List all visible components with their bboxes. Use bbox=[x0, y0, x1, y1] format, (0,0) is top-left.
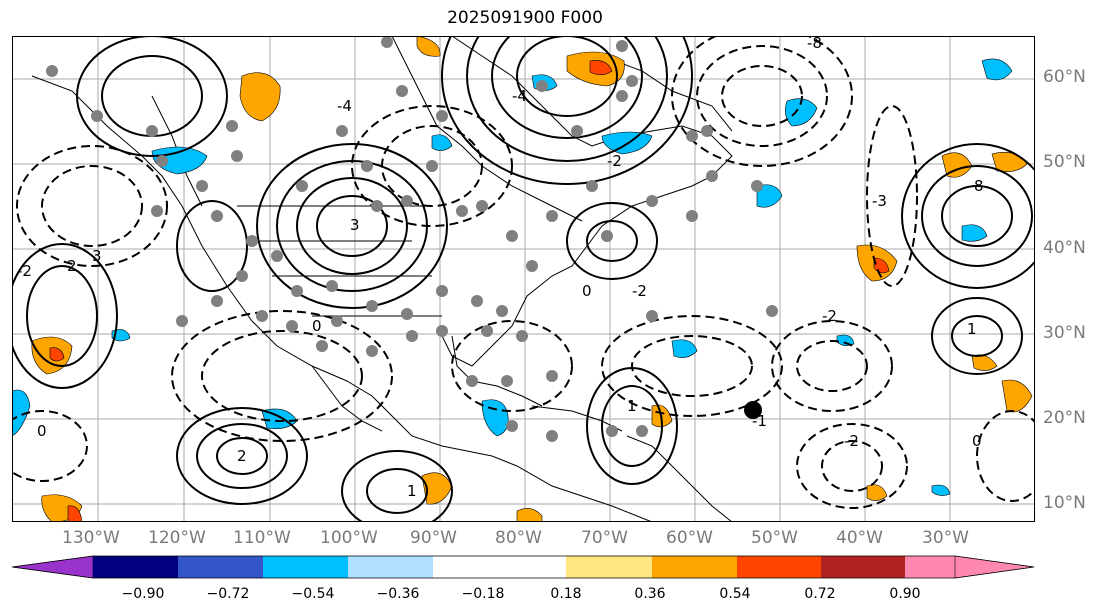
warm-patch bbox=[239, 72, 281, 122]
colorbar-tick-label: −0.54 bbox=[291, 586, 335, 602]
shaded-fields bbox=[12, 36, 1033, 522]
contour-label: 2 bbox=[67, 257, 77, 275]
lat-label: 40°N bbox=[1043, 238, 1086, 258]
colorbar-tick-label: −0.72 bbox=[206, 586, 250, 602]
contour-label: -8 bbox=[807, 36, 822, 52]
station-dots bbox=[46, 36, 778, 442]
map-title: 2025091900 F000 bbox=[447, 8, 603, 28]
contour-label: 0 bbox=[312, 317, 322, 335]
cool-patch bbox=[12, 389, 31, 437]
lon-label: 100°W bbox=[320, 528, 378, 548]
contour-label: 0 bbox=[37, 422, 47, 440]
warm-core bbox=[67, 505, 83, 522]
contour-label: 3 bbox=[350, 216, 360, 234]
lat-label: 50°N bbox=[1043, 152, 1086, 172]
colorbar-segment bbox=[566, 556, 652, 578]
cool-patch bbox=[671, 339, 698, 358]
contour-label: -4 bbox=[512, 87, 527, 105]
contour-label: 0 bbox=[972, 432, 982, 450]
colorbar-outline bbox=[11, 555, 1035, 579]
map-frame bbox=[12, 36, 1035, 522]
lat-label: 60°N bbox=[1043, 67, 1086, 87]
cool-patch bbox=[785, 98, 818, 127]
colorbar-segment bbox=[93, 556, 178, 578]
contour-label: 0 bbox=[582, 282, 592, 300]
contour-labels: 3 8 -8 -4 -4 -3 2 3 2 -2 -2 -2 1 1 1 0 0… bbox=[17, 36, 984, 500]
colorbar-tick-label: 0.54 bbox=[719, 586, 751, 602]
lon-label: 80°W bbox=[495, 528, 542, 548]
cool-patch bbox=[981, 58, 1013, 81]
cool-patch bbox=[756, 184, 783, 208]
contour-label: 8 bbox=[974, 177, 984, 195]
contour-label: 2 bbox=[237, 447, 247, 465]
colorbar-segment bbox=[821, 556, 905, 578]
colorbar-tick-label: 0.36 bbox=[634, 586, 666, 602]
colorbar-tick-label: 0.90 bbox=[889, 586, 921, 602]
colorbar-tick-label: −0.36 bbox=[376, 586, 420, 602]
colorbar-tick-label: 0.18 bbox=[550, 586, 582, 602]
cool-patch bbox=[961, 224, 988, 242]
warm-core bbox=[49, 347, 65, 362]
lon-label: 30°W bbox=[922, 528, 969, 548]
lon-label: 70°W bbox=[581, 528, 628, 548]
storm-marker bbox=[744, 401, 762, 419]
colorbar bbox=[11, 555, 1035, 579]
contour-label: -2 bbox=[17, 262, 32, 280]
contour-label: 1 bbox=[627, 397, 637, 415]
colorbar-segment bbox=[348, 556, 433, 578]
warm-patch bbox=[416, 36, 441, 57]
warm-patch bbox=[866, 484, 888, 501]
lon-label: 90°W bbox=[410, 528, 457, 548]
lon-label: 120°W bbox=[148, 528, 206, 548]
lon-label: 50°W bbox=[751, 528, 798, 548]
lon-label: 110°W bbox=[233, 528, 291, 548]
lon-label: 40°W bbox=[836, 528, 883, 548]
map-panel: 3 8 -8 -4 -4 -3 2 3 2 -2 -2 -2 1 1 1 0 0… bbox=[12, 36, 1035, 522]
colorbar-segment bbox=[905, 556, 955, 578]
cool-patch bbox=[431, 134, 453, 151]
colorbar-tick-label: −0.18 bbox=[461, 586, 505, 602]
contour-label: -2 bbox=[607, 152, 622, 170]
contour-label: -4 bbox=[337, 97, 352, 115]
colorbar-segment bbox=[652, 556, 737, 578]
colorbar-segment bbox=[263, 556, 348, 578]
contour-label: 1 bbox=[407, 482, 417, 500]
contour-label: 3 bbox=[92, 247, 102, 265]
contour-label: -2 bbox=[632, 282, 647, 300]
lon-label: 130°W bbox=[62, 528, 120, 548]
colorbar-segment bbox=[178, 556, 263, 578]
lon-label: 60°W bbox=[666, 528, 713, 548]
cool-patch bbox=[836, 334, 855, 346]
contour-label: -3 bbox=[872, 192, 887, 210]
contour-label: -2 bbox=[844, 432, 859, 450]
cool-patch bbox=[931, 484, 951, 496]
colorbar-tick-label: −0.90 bbox=[121, 586, 165, 602]
lat-label: 10°N bbox=[1043, 493, 1086, 513]
contour-label: 1 bbox=[967, 320, 977, 338]
colorbar-segment bbox=[737, 556, 821, 578]
colorbar-segment bbox=[433, 556, 566, 578]
lat-label: 20°N bbox=[1043, 408, 1086, 428]
negative-contours bbox=[12, 36, 1035, 509]
contour-label: -2 bbox=[822, 307, 837, 325]
colorbar-tick-label: 0.72 bbox=[804, 586, 836, 602]
lat-label: 30°N bbox=[1043, 323, 1086, 343]
colorbar-segment bbox=[954, 555, 1035, 579]
warm-core bbox=[589, 60, 613, 76]
colorbar-segment bbox=[11, 555, 94, 579]
